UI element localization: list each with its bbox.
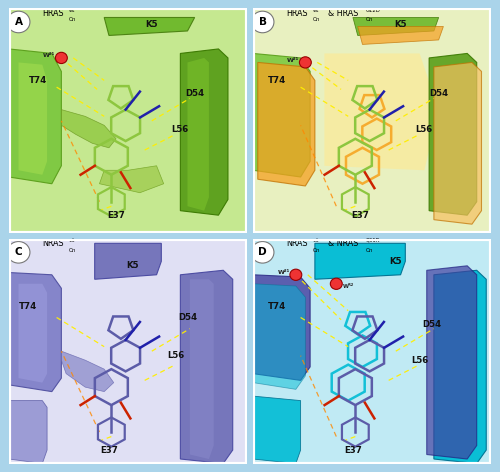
Polygon shape [358, 26, 444, 44]
Text: T74: T74 [268, 302, 286, 311]
Polygon shape [9, 239, 247, 464]
Text: L56: L56 [416, 126, 433, 135]
Polygon shape [253, 53, 310, 177]
Text: T74: T74 [268, 76, 286, 85]
Polygon shape [253, 284, 306, 389]
Text: On: On [313, 248, 320, 253]
Text: wt: wt [313, 8, 320, 13]
Polygon shape [188, 58, 209, 211]
Polygon shape [9, 401, 47, 464]
Circle shape [251, 242, 274, 263]
Text: L56: L56 [167, 351, 184, 360]
Text: W²¹: W²¹ [278, 270, 290, 275]
Polygon shape [253, 8, 491, 233]
Polygon shape [18, 284, 47, 383]
Text: W²¹: W²¹ [288, 58, 300, 63]
Polygon shape [62, 110, 116, 148]
Text: E37: E37 [100, 446, 118, 455]
Text: K5: K5 [126, 261, 139, 270]
Polygon shape [104, 17, 194, 35]
Polygon shape [9, 8, 247, 233]
Circle shape [300, 57, 312, 68]
Circle shape [7, 242, 30, 263]
Text: B: B [258, 17, 266, 27]
Polygon shape [62, 351, 114, 392]
Polygon shape [253, 239, 491, 464]
Polygon shape [9, 49, 62, 184]
Text: & HRAS: & HRAS [328, 9, 359, 18]
Text: D54: D54 [422, 320, 441, 329]
Polygon shape [258, 62, 315, 186]
Polygon shape [100, 166, 164, 193]
Circle shape [251, 11, 274, 33]
Polygon shape [253, 396, 300, 464]
Text: On: On [69, 248, 76, 253]
Text: On: On [366, 248, 373, 253]
Text: On: On [366, 17, 373, 23]
Polygon shape [180, 270, 233, 464]
Text: T74: T74 [19, 302, 37, 311]
Text: D: D [258, 247, 267, 257]
Polygon shape [353, 17, 438, 35]
Circle shape [56, 52, 68, 64]
Text: NRAS: NRAS [286, 239, 308, 248]
Polygon shape [434, 270, 486, 464]
Text: D54: D54 [185, 89, 204, 98]
Text: Q61R: Q61R [366, 238, 380, 243]
Polygon shape [94, 244, 162, 279]
Text: T74: T74 [28, 76, 46, 85]
Text: K5: K5 [146, 20, 158, 29]
Text: K5: K5 [394, 20, 407, 29]
Text: On: On [69, 17, 76, 23]
Polygon shape [18, 62, 47, 175]
Text: E37: E37 [107, 211, 125, 219]
Text: wt: wt [69, 238, 75, 243]
Text: E37: E37 [351, 211, 369, 219]
Text: wt: wt [69, 8, 75, 13]
Text: A: A [14, 17, 22, 27]
Circle shape [290, 269, 302, 280]
Text: G12D: G12D [366, 8, 380, 13]
Polygon shape [9, 272, 62, 392]
Text: HRAS: HRAS [286, 9, 308, 18]
Text: L56: L56 [172, 126, 189, 135]
Polygon shape [429, 53, 476, 215]
Text: NRAS: NRAS [42, 239, 64, 248]
Text: D54: D54 [429, 89, 448, 98]
Polygon shape [253, 275, 310, 380]
Text: K5: K5 [390, 257, 402, 266]
Polygon shape [426, 266, 476, 459]
Text: wt: wt [313, 238, 320, 243]
Text: C: C [14, 247, 22, 257]
Text: On: On [313, 17, 320, 23]
Polygon shape [315, 244, 406, 279]
Text: E37: E37 [344, 446, 362, 455]
Text: D54: D54 [178, 313, 197, 322]
Circle shape [330, 278, 342, 289]
Text: HRAS: HRAS [42, 9, 64, 18]
Text: W²¹: W²¹ [44, 53, 56, 58]
Polygon shape [180, 49, 228, 215]
Polygon shape [190, 279, 214, 459]
Polygon shape [324, 53, 438, 170]
Text: & NRAS: & NRAS [328, 239, 359, 248]
Polygon shape [434, 62, 482, 224]
Text: Wᴿ²: Wᴿ² [342, 284, 354, 288]
Circle shape [7, 11, 30, 33]
Text: L56: L56 [411, 356, 428, 365]
